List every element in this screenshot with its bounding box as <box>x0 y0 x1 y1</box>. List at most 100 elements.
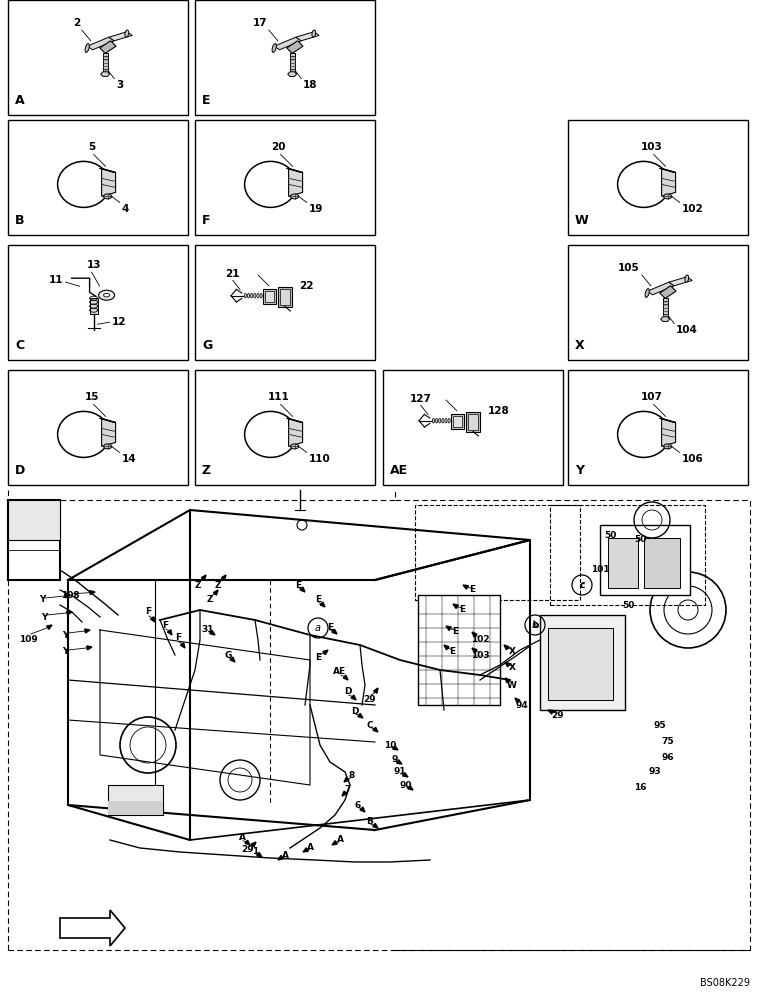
Polygon shape <box>403 773 408 777</box>
Polygon shape <box>108 32 132 41</box>
Polygon shape <box>397 760 402 764</box>
Bar <box>8 0 188 115</box>
Text: 110: 110 <box>309 454 330 464</box>
Polygon shape <box>245 840 250 845</box>
Polygon shape <box>100 41 116 53</box>
Text: 16: 16 <box>634 784 646 792</box>
Bar <box>608 538 638 588</box>
Ellipse shape <box>125 30 128 37</box>
Bar <box>108 801 163 815</box>
Text: 106: 106 <box>681 454 704 464</box>
Bar <box>568 370 748 485</box>
Text: A: A <box>306 844 313 852</box>
Bar <box>195 0 375 115</box>
Bar <box>568 245 748 360</box>
Bar <box>550 505 705 605</box>
Text: E: E <box>327 624 333 633</box>
Text: AE: AE <box>390 464 408 477</box>
Text: 5: 5 <box>88 142 96 152</box>
Ellipse shape <box>251 293 253 298</box>
Polygon shape <box>222 575 226 580</box>
Polygon shape <box>60 910 125 946</box>
Text: F: F <box>162 620 168 630</box>
Polygon shape <box>99 168 115 172</box>
Ellipse shape <box>99 290 115 300</box>
Polygon shape <box>659 168 675 172</box>
Text: Y: Y <box>62 648 68 656</box>
Text: W: W <box>507 680 517 690</box>
Text: 7: 7 <box>345 786 351 794</box>
Text: E: E <box>449 648 455 656</box>
Polygon shape <box>332 841 337 845</box>
Text: 22: 22 <box>299 281 314 291</box>
Text: 1: 1 <box>252 848 258 856</box>
Text: 93: 93 <box>649 768 662 776</box>
Text: 9: 9 <box>392 756 398 764</box>
Bar <box>265 291 274 302</box>
Polygon shape <box>47 625 52 629</box>
Text: 103: 103 <box>471 650 489 660</box>
Text: 96: 96 <box>662 754 675 762</box>
Text: A: A <box>281 850 289 859</box>
Text: C: C <box>367 720 374 730</box>
Ellipse shape <box>664 444 672 449</box>
Text: b: b <box>532 620 538 630</box>
Bar <box>5 495 755 995</box>
Polygon shape <box>446 626 452 630</box>
Polygon shape <box>463 585 468 589</box>
Text: 8: 8 <box>349 770 355 780</box>
Ellipse shape <box>244 293 247 298</box>
Text: X: X <box>575 339 584 352</box>
Ellipse shape <box>645 289 649 297</box>
Polygon shape <box>472 632 477 637</box>
Polygon shape <box>278 855 283 860</box>
Text: 17: 17 <box>252 18 267 28</box>
Ellipse shape <box>85 44 89 52</box>
Polygon shape <box>286 168 303 172</box>
Ellipse shape <box>272 44 277 52</box>
Polygon shape <box>101 72 110 76</box>
Text: Y: Y <box>39 595 45 604</box>
Text: 94: 94 <box>516 700 529 710</box>
Polygon shape <box>668 277 692 286</box>
Text: Y: Y <box>575 464 584 477</box>
Text: C: C <box>15 339 24 352</box>
Polygon shape <box>393 746 398 750</box>
Text: E: E <box>459 605 465 614</box>
Ellipse shape <box>260 293 262 298</box>
Polygon shape <box>210 630 215 635</box>
Polygon shape <box>444 645 449 650</box>
Ellipse shape <box>432 418 435 423</box>
Text: F: F <box>175 634 181 643</box>
Polygon shape <box>661 317 670 321</box>
Bar <box>108 785 163 815</box>
Text: 11: 11 <box>49 275 63 285</box>
Ellipse shape <box>442 418 444 423</box>
Text: 128: 128 <box>487 406 509 416</box>
Text: 18: 18 <box>303 80 318 90</box>
Text: 104: 104 <box>676 325 698 335</box>
Text: D: D <box>15 464 25 477</box>
Bar <box>452 414 464 429</box>
Text: E: E <box>295 580 301 589</box>
Bar <box>278 287 292 306</box>
Polygon shape <box>102 418 115 446</box>
Text: 103: 103 <box>641 142 662 152</box>
Bar <box>264 289 276 304</box>
Text: c: c <box>579 580 584 589</box>
Text: Y: Y <box>62 631 68 640</box>
Text: A: A <box>15 94 24 107</box>
Text: G: G <box>202 339 212 352</box>
Text: F: F <box>145 607 151 616</box>
Polygon shape <box>180 643 185 648</box>
Polygon shape <box>289 418 303 446</box>
Polygon shape <box>351 695 356 700</box>
Polygon shape <box>344 777 349 782</box>
Polygon shape <box>660 286 676 298</box>
Bar <box>8 120 188 235</box>
Polygon shape <box>659 418 675 422</box>
Bar <box>280 288 290 305</box>
Text: 50: 50 <box>622 600 634 609</box>
Polygon shape <box>453 604 458 608</box>
Text: F: F <box>202 214 211 227</box>
